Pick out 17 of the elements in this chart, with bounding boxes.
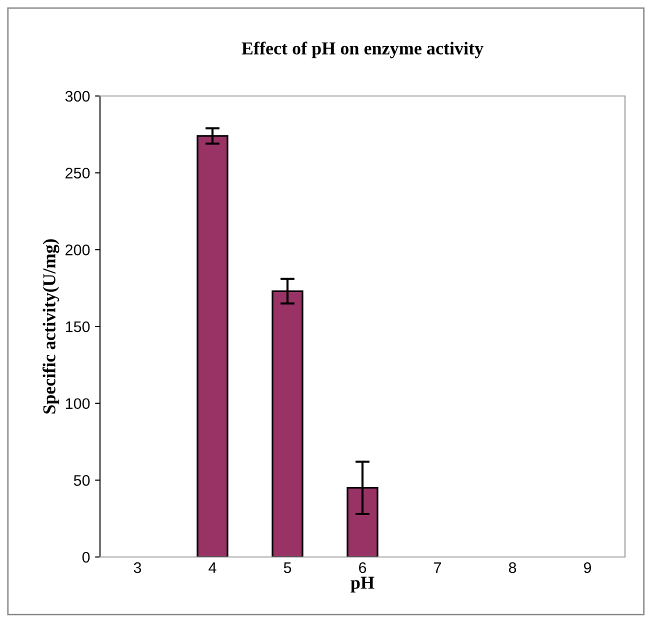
y-tick-label: 150 — [66, 321, 90, 332]
x-tick-label: 6 — [359, 562, 366, 574]
y-tick-label: 200 — [66, 244, 90, 256]
y-axis-title: Specific activity(U/mg) — [42, 239, 60, 414]
x-tick-label: 5 — [284, 562, 292, 574]
y-tick-label: 0 — [82, 552, 90, 563]
x-axis-title: pH — [350, 576, 374, 592]
x-tick-label: 4 — [208, 562, 216, 573]
y-tick-label: 50 — [74, 475, 90, 486]
y-tick-label: 300 — [65, 90, 90, 102]
x-tick-label: 3 — [134, 562, 142, 574]
y-tick-label: 100 — [66, 398, 90, 410]
chart-title: Effect of pH on enzyme activity — [242, 42, 484, 58]
x-tick-label: 8 — [508, 562, 516, 574]
y-tick-label: 250 — [66, 168, 90, 179]
x-tick-label: 9 — [584, 562, 592, 574]
x-tick-label: 7 — [434, 562, 441, 573]
